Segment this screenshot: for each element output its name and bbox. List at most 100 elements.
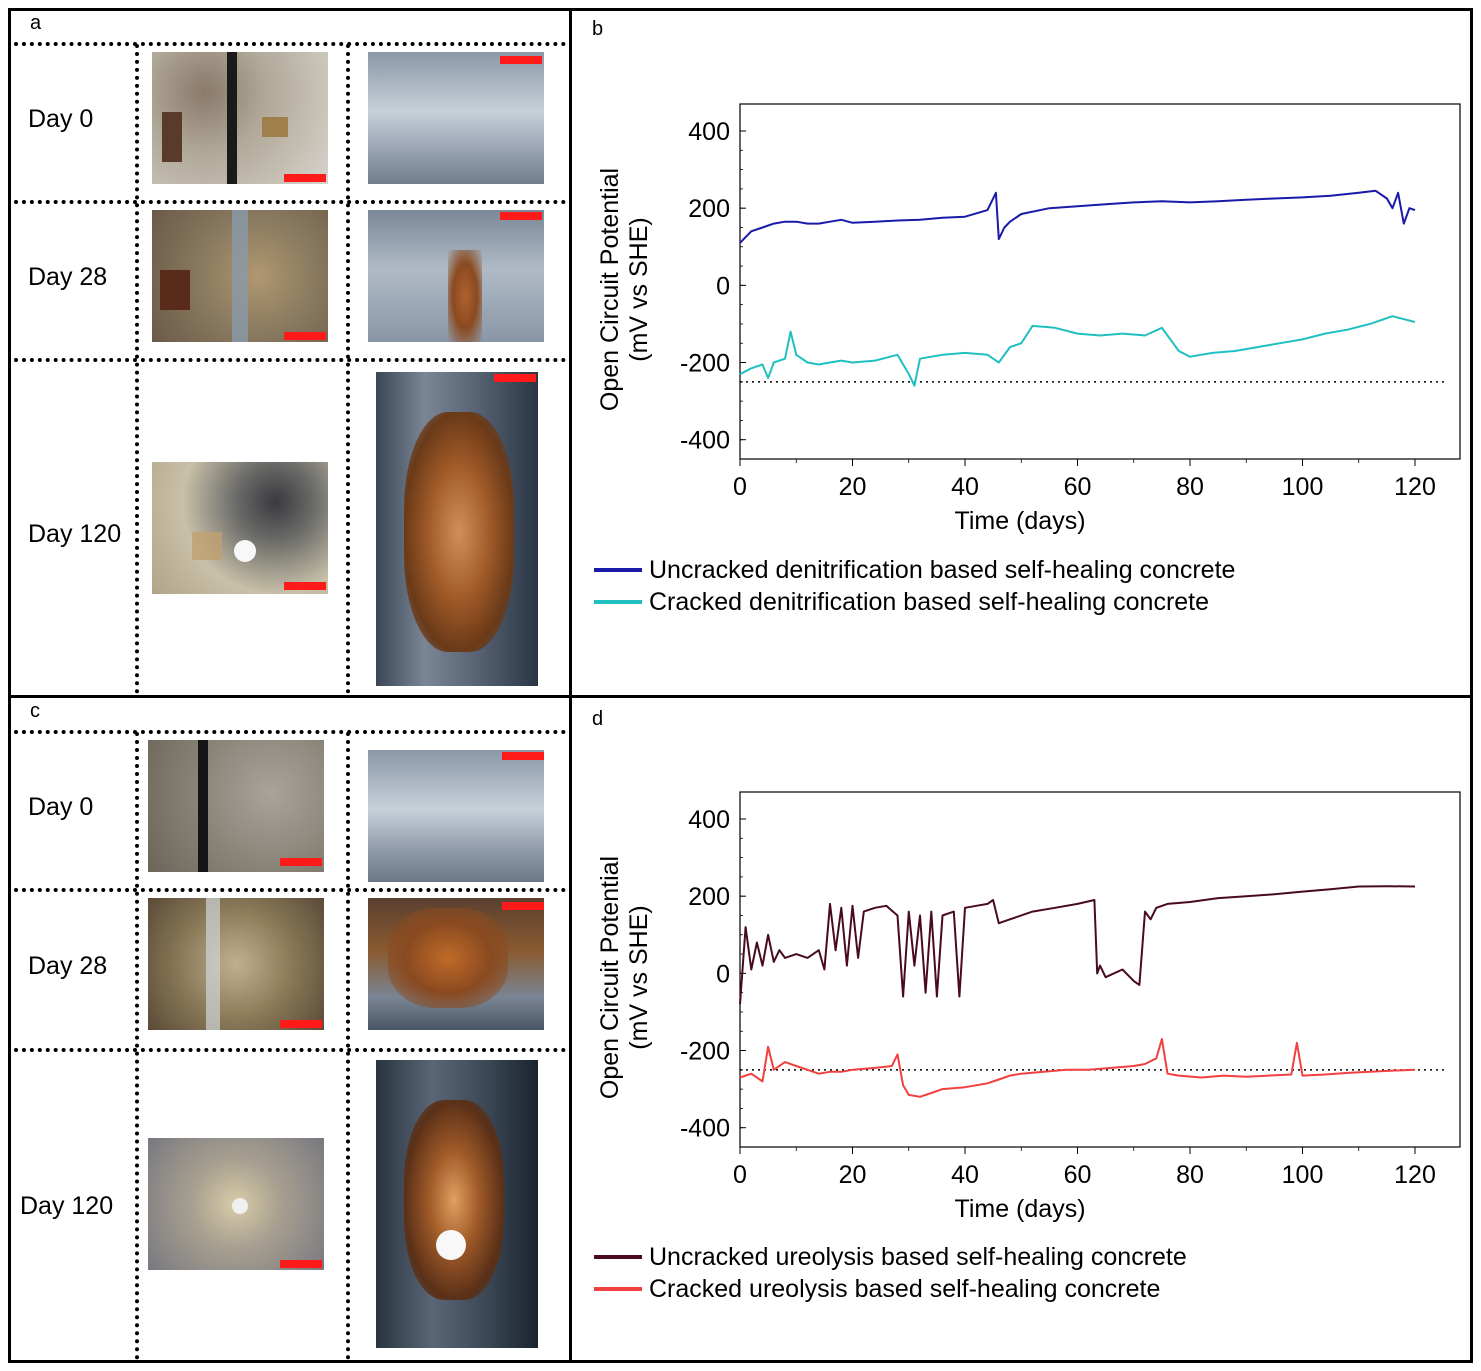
x-tick-label: 40 (951, 1161, 979, 1189)
y-tick-label: 0 (716, 272, 730, 300)
day-label: Day 0 (28, 793, 94, 821)
grid-line (14, 358, 566, 362)
y-axis-label: (mV vs SHE) (625, 217, 653, 361)
series-line (739, 885, 1416, 1005)
x-tick-label: 40 (951, 473, 979, 501)
plot-area (739, 791, 1461, 1148)
aggregate-spot (262, 117, 288, 137)
steel-rebar-photo (368, 210, 544, 342)
legend-b: Uncracked denitrification based self-hea… (594, 556, 1454, 630)
grid-line (14, 888, 566, 892)
legend-label: Cracked ureolysis based self-healing con… (649, 1275, 1161, 1303)
x-tick-label: 80 (1176, 473, 1204, 501)
y-tick-label: -400 (680, 1115, 730, 1143)
series-line (739, 315, 1416, 387)
x-tick-label: 60 (1064, 473, 1092, 501)
x-tick-label: 100 (1282, 473, 1324, 501)
scale-bar (284, 582, 326, 590)
legend-swatch (594, 568, 642, 572)
aggregate-spot (232, 1198, 248, 1214)
grid-line (14, 42, 566, 46)
steel-rebar-photo (368, 52, 544, 184)
y-tick-label: 400 (688, 118, 730, 146)
y-tick-label: -200 (680, 1038, 730, 1066)
crack-line (206, 898, 220, 1030)
legend-label: Uncracked ureolysis based self-healing c… (649, 1243, 1187, 1271)
x-tick-label: 20 (839, 473, 867, 501)
concrete-healed-photo (148, 1138, 324, 1270)
legend-label: Cracked denitrification based self-heali… (649, 588, 1210, 616)
grid-line (346, 732, 350, 1360)
x-axis-label: Time (days) (954, 507, 1085, 535)
legend-d: Uncracked ureolysis based self-healing c… (594, 1243, 1454, 1317)
scale-bar (284, 174, 326, 182)
aggregate-spot (192, 532, 222, 560)
steel-rebar-photo (368, 898, 544, 1030)
legend-label: Uncracked denitrification based self-hea… (649, 556, 1236, 584)
x-tick-label: 0 (733, 473, 747, 501)
x-tick-label: 0 (733, 1161, 747, 1189)
concrete-crack-photo (148, 740, 324, 872)
grid-line (135, 44, 139, 694)
x-tick-label: 100 (1282, 1161, 1324, 1189)
grid-line (135, 732, 139, 1360)
steel-rebar-photo (376, 1060, 538, 1348)
x-tick-label: 20 (839, 1161, 867, 1189)
y-tick-label: -200 (680, 350, 730, 378)
panel-letter-d: d (592, 708, 604, 730)
grid-line (346, 44, 350, 694)
rust-patch (388, 908, 508, 1008)
panel-letter-c: c (30, 700, 40, 722)
plot-area (739, 103, 1461, 460)
y-axis-label: Open Circuit Potential (596, 856, 624, 1099)
scale-bar (284, 332, 326, 340)
x-tick-label: 120 (1394, 473, 1436, 501)
panel-letter-a: a (30, 12, 42, 34)
x-tick-label: 60 (1064, 1161, 1092, 1189)
crack-line (232, 210, 248, 342)
y-tick-label: 400 (688, 806, 730, 834)
ocp-chart-denitrification: 400 200 0 -200 -400 0 20 40 60 80 100 120 Time (days… (590, 90, 1470, 560)
grid-line (14, 730, 566, 734)
x-axis-label: Time (days) (954, 1195, 1085, 1223)
scale-bar (502, 902, 544, 910)
y-tick-label: 200 (688, 195, 730, 223)
crack-line (198, 740, 208, 872)
x-tick-label: 80 (1176, 1161, 1204, 1189)
rust-patch (404, 412, 514, 652)
scale-bar (500, 212, 542, 220)
steel-rebar-photo (368, 750, 544, 882)
scale-bar (494, 374, 536, 382)
scale-bar (280, 1260, 322, 1268)
day-label: Day 28 (28, 263, 108, 291)
panel-letter-b: b (592, 18, 604, 40)
scale-bar (500, 56, 542, 64)
x-tick-label: 120 (1394, 1161, 1436, 1189)
aggregate-spot (436, 1230, 466, 1260)
y-tick-label: 200 (688, 883, 730, 911)
concrete-healed-photo (152, 462, 328, 594)
concrete-crack-photo (152, 210, 328, 342)
scale-bar (502, 752, 544, 760)
legend-swatch (594, 600, 642, 604)
y-axis-label: Open Circuit Potential (596, 168, 624, 411)
grid-line (14, 1048, 566, 1052)
aggregate-spot (234, 540, 256, 562)
y-axis-label: (mV vs SHE) (625, 905, 653, 1049)
ocp-chart-ureolysis: 400 200 0 -200 -400 0 20 40 60 80 100 120 Time (days… (590, 778, 1470, 1248)
day-label: Day 0 (28, 105, 94, 133)
concrete-crack-photo (152, 52, 328, 184)
scale-bar (280, 1020, 322, 1028)
aggregate-spot (160, 270, 190, 310)
day-label: Day 120 (28, 520, 122, 548)
scale-bar (280, 858, 322, 866)
legend-swatch (594, 1255, 642, 1259)
y-tick-label: 0 (716, 960, 730, 988)
panel-d-frame (569, 695, 1473, 1363)
series-line (739, 1038, 1416, 1098)
grid-line (14, 200, 566, 204)
rust-patch (448, 250, 482, 342)
concrete-crack-photo (148, 898, 324, 1030)
